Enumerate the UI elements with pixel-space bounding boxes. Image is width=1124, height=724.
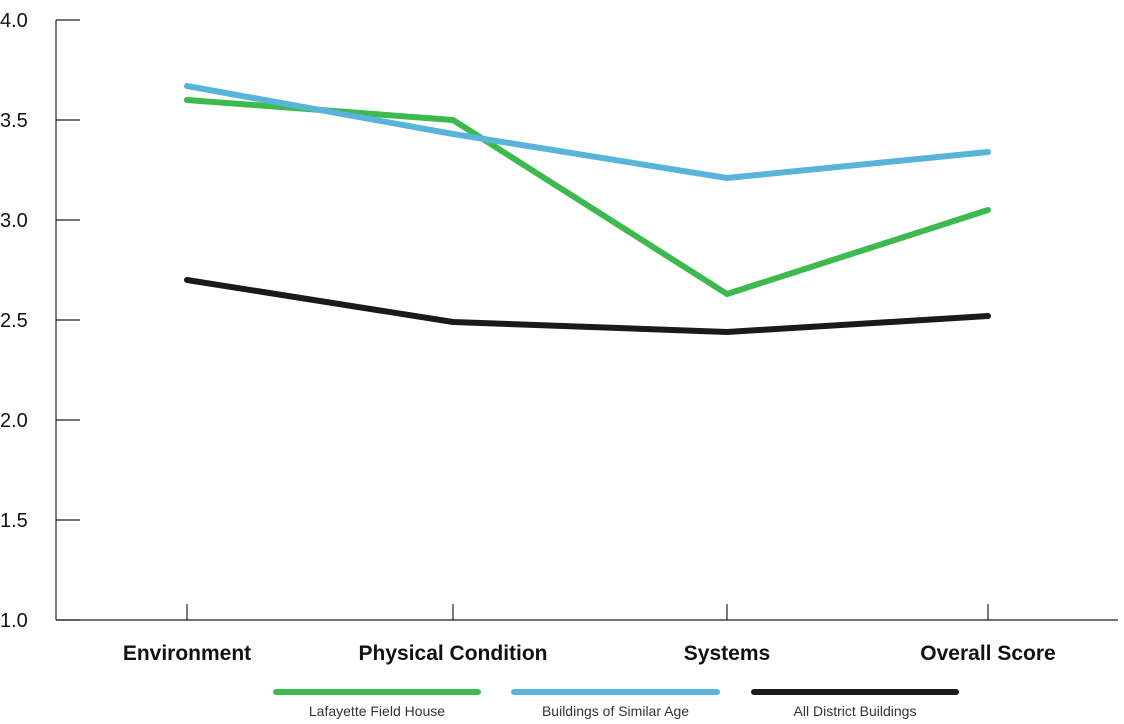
series-lines [184,83,991,335]
legend-label-2: All District Buildings [794,703,917,719]
x-tick-label: Systems [684,642,770,665]
y-tick-label: 3.0 [0,210,28,232]
series-line-1 [184,83,991,181]
y-tick-label: 4.0 [0,10,28,32]
y-tick-label: 3.5 [0,110,28,132]
series-line-0 [184,97,991,297]
y-tick-label: 1.5 [0,510,28,532]
y-tick-label: 2.0 [0,410,28,432]
series-line-2 [184,277,991,335]
x-tick-label: Physical Condition [358,642,547,665]
legend-label-1: Buildings of Similar Age [542,703,689,719]
x-tick-label: Overall Score [920,642,1055,665]
legend-label-0: Lafayette Field House [309,703,445,719]
y-tick-label: 2.5 [0,310,28,332]
legend: Lafayette Field House Buildings of Simila… [273,689,959,719]
x-axis-ticks: Environment Physical Condition Systems Over… [123,604,1056,665]
y-axis-ticks: 1.0 1.5 2.0 2.5 3.0 3.5 4.0 [0,10,80,632]
y-tick-label: 1.0 [0,610,28,632]
x-tick-label: Environment [123,642,251,665]
